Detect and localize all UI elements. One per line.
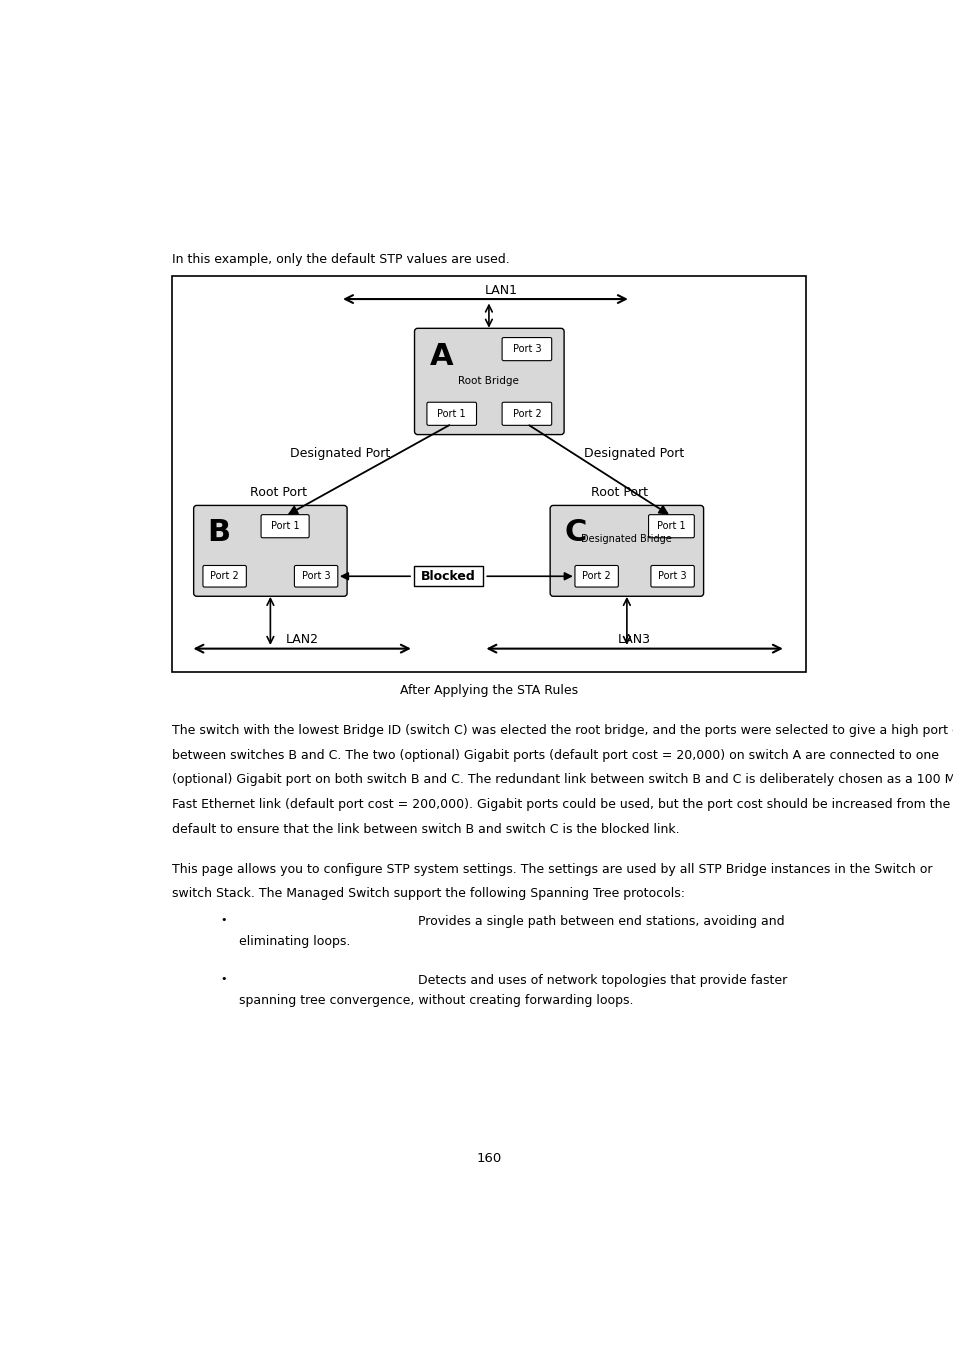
- Text: LAN3: LAN3: [618, 633, 651, 647]
- Text: eliminating loops.: eliminating loops.: [239, 936, 351, 948]
- FancyBboxPatch shape: [650, 566, 694, 587]
- Text: •: •: [220, 973, 226, 984]
- Text: The switch with the lowest Bridge ID (switch C) was elected the root bridge, and: The switch with the lowest Bridge ID (sw…: [172, 724, 953, 737]
- Text: Root Bridge: Root Bridge: [458, 377, 518, 386]
- FancyBboxPatch shape: [550, 505, 703, 597]
- Text: Port 2: Port 2: [512, 409, 540, 418]
- Text: Root Port: Root Port: [590, 486, 647, 500]
- Text: between switches B and C. The two (optional) Gigabit ports (default port cost = : between switches B and C. The two (optio…: [172, 749, 938, 761]
- Text: (optional) Gigabit port on both switch B and C. The redundant link between switc: (optional) Gigabit port on both switch B…: [172, 774, 953, 787]
- Text: Root Port: Root Port: [250, 486, 306, 500]
- FancyBboxPatch shape: [203, 566, 246, 587]
- FancyBboxPatch shape: [575, 566, 618, 587]
- Text: Port 1: Port 1: [437, 409, 466, 418]
- FancyBboxPatch shape: [193, 505, 347, 597]
- Text: Port 3: Port 3: [658, 571, 686, 582]
- Text: In this example, only the default STP values are used.: In this example, only the default STP va…: [172, 252, 509, 266]
- Text: spanning tree convergence, without creating forwarding loops.: spanning tree convergence, without creat…: [239, 994, 633, 1007]
- Text: Blocked: Blocked: [421, 570, 476, 583]
- Text: Port 3: Port 3: [512, 344, 540, 354]
- Text: Provides a single path between end stations, avoiding and: Provides a single path between end stati…: [417, 915, 783, 927]
- Text: LAN2: LAN2: [285, 633, 318, 647]
- Text: B: B: [208, 518, 231, 547]
- Text: switch Stack. The Managed Switch support the following Spanning Tree protocols:: switch Stack. The Managed Switch support…: [172, 887, 684, 900]
- Text: Detects and uses of network topologies that provide faster: Detects and uses of network topologies t…: [417, 973, 786, 987]
- Text: C: C: [563, 518, 586, 547]
- Text: This page allows you to configure STP system settings. The settings are used by : This page allows you to configure STP sy…: [172, 863, 931, 876]
- Text: Fast Ethernet link (default port cost = 200,000). Gigabit ports could be used, b: Fast Ethernet link (default port cost = …: [172, 798, 949, 811]
- Text: LAN1: LAN1: [484, 284, 517, 297]
- Bar: [414, 566, 483, 586]
- Text: After Applying the STA Rules: After Applying the STA Rules: [399, 684, 578, 697]
- Text: Port 1: Port 1: [657, 521, 685, 531]
- FancyBboxPatch shape: [648, 514, 694, 537]
- FancyBboxPatch shape: [501, 402, 551, 425]
- FancyBboxPatch shape: [261, 514, 309, 537]
- Text: A: A: [430, 342, 454, 371]
- Text: Port 1: Port 1: [271, 521, 299, 531]
- Text: •: •: [220, 915, 226, 925]
- Text: Port 3: Port 3: [301, 571, 330, 582]
- Text: Designated Port: Designated Port: [584, 447, 684, 460]
- FancyBboxPatch shape: [501, 338, 551, 360]
- Text: 160: 160: [476, 1152, 501, 1165]
- Bar: [172, 275, 805, 672]
- Text: Designated Port: Designated Port: [290, 447, 390, 460]
- Text: Designated Bridge: Designated Bridge: [581, 535, 672, 544]
- FancyBboxPatch shape: [427, 402, 476, 425]
- Text: Port 2: Port 2: [581, 571, 610, 582]
- Text: Port 2: Port 2: [210, 571, 239, 582]
- FancyBboxPatch shape: [415, 328, 563, 435]
- Text: default to ensure that the link between switch B and switch C is the blocked lin: default to ensure that the link between …: [172, 822, 679, 836]
- FancyBboxPatch shape: [294, 566, 337, 587]
